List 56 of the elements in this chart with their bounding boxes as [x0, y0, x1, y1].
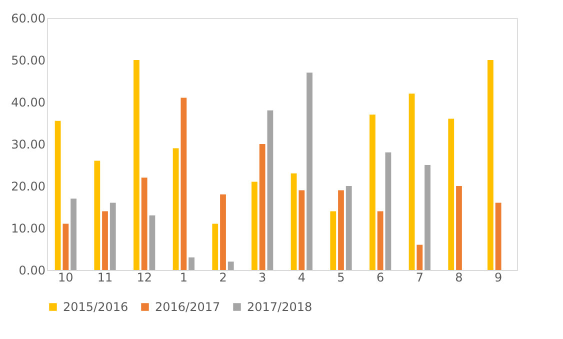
legend-label: 2016/2017 [155, 300, 220, 314]
bar [424, 165, 430, 270]
bar [110, 202, 116, 270]
bar [54, 120, 61, 270]
bar [338, 190, 344, 270]
bar [290, 173, 297, 270]
bar [212, 224, 218, 270]
bar [488, 60, 494, 270]
bar [416, 244, 423, 270]
bar [448, 118, 454, 270]
y-tick-label: 20.00 [11, 180, 46, 194]
x-tick-label: 4 [298, 270, 306, 284]
x-tick-label: 5 [337, 270, 345, 284]
bar [385, 152, 392, 270]
x-tick-label: 10 [58, 270, 74, 284]
legend-label: 2015/2016 [63, 300, 128, 314]
bar [408, 94, 415, 270]
x-tick-label: 8 [455, 270, 463, 284]
bar [298, 190, 305, 270]
x-tick-label: 6 [376, 270, 384, 284]
bar [330, 211, 336, 270]
x-tick-label: 3 [258, 270, 266, 284]
legend-label: 2017/2018 [247, 300, 312, 314]
bar [370, 114, 376, 270]
bar [102, 211, 108, 270]
x-tick-label: 11 [97, 270, 113, 284]
bar [62, 224, 69, 270]
bar [141, 178, 148, 270]
bar [70, 198, 76, 270]
x-tick-label: 2 [219, 270, 227, 284]
bar [377, 211, 384, 270]
bar [220, 194, 226, 270]
y-tick-label: 10.00 [11, 222, 46, 236]
bar [495, 202, 502, 270]
x-tick-label: 1 [180, 270, 188, 284]
bar [252, 182, 258, 270]
bar [149, 215, 156, 270]
bar [134, 60, 140, 270]
x-tick-label: 7 [416, 270, 424, 284]
y-tick-label: 60.00 [11, 12, 46, 26]
bar [346, 186, 352, 270]
y-tick-label: 30.00 [11, 138, 46, 152]
x-tick-label: 9 [494, 270, 502, 284]
bar [172, 148, 179, 270]
bar [259, 144, 266, 270]
y-tick-label: 50.00 [11, 54, 46, 68]
x-tick-label: 12 [136, 270, 152, 284]
bar [188, 257, 194, 270]
bar [228, 262, 234, 270]
y-tick-label: 0.00 [18, 264, 46, 278]
bar [180, 98, 187, 270]
bar [456, 186, 462, 270]
bar [267, 110, 274, 270]
y-tick-label: 40.00 [11, 96, 46, 110]
bar [306, 72, 312, 270]
bar [94, 160, 100, 270]
